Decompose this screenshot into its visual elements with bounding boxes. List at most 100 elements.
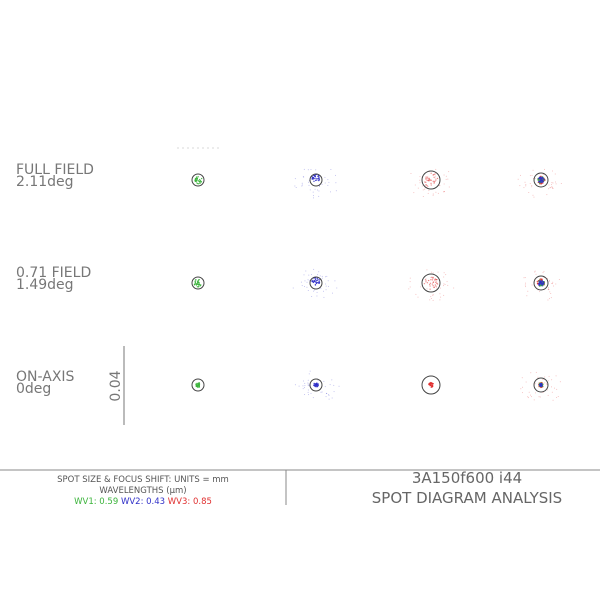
halo-ray	[432, 194, 434, 196]
ray-point	[425, 178, 427, 180]
ray-point	[541, 181, 543, 184]
halo-ray	[304, 385, 306, 387]
field-angle: 2.11deg	[16, 174, 74, 190]
ray-point	[315, 277, 317, 279]
wavelength-3: WV3: 0.85	[168, 497, 212, 507]
ray-point	[433, 286, 435, 289]
halo-ray	[552, 182, 554, 184]
halo-ray	[319, 185, 321, 187]
halo-ray	[551, 187, 553, 189]
stray-ray	[217, 147, 219, 149]
halo-ray	[334, 174, 336, 176]
halo-ray	[317, 274, 319, 276]
halo-ray	[323, 290, 325, 292]
ray-point	[435, 179, 437, 181]
ray-point	[424, 279, 427, 281]
halo-ray	[435, 175, 437, 177]
halo-ray	[430, 276, 432, 278]
halo-ray	[307, 383, 309, 385]
halo-ray	[409, 286, 411, 288]
halo-ray	[325, 392, 327, 394]
ray-point	[316, 281, 319, 284]
halo-ray	[325, 285, 327, 287]
wavelength-1: WV1: 0.59	[74, 497, 118, 507]
ray-point	[318, 282, 320, 285]
ray-point	[432, 277, 434, 279]
halo-ray	[546, 277, 548, 279]
ray-point	[317, 383, 319, 385]
halo-ray	[531, 174, 533, 176]
ray-point	[197, 183, 199, 185]
halo-ray	[549, 187, 551, 189]
ray-point	[540, 178, 543, 180]
halo-ray	[549, 291, 551, 293]
halo-ray	[426, 288, 428, 290]
halo-ray	[544, 376, 546, 378]
ray-point	[430, 179, 432, 182]
spot-2-2	[421, 375, 441, 395]
field-label-on-axis: ON-AXIS 0deg	[16, 369, 75, 397]
halo-ray	[321, 277, 323, 279]
stray-ray	[212, 147, 214, 149]
halo-ray	[432, 299, 434, 301]
halo-ray	[443, 272, 445, 274]
halo-ray	[532, 194, 534, 196]
halo-ray	[533, 196, 535, 198]
halo-ray	[331, 379, 333, 381]
halo-ray	[307, 181, 309, 183]
halo-ray	[529, 183, 531, 185]
ray-point	[195, 284, 198, 286]
halo-ray	[409, 281, 411, 283]
halo-ray	[310, 392, 312, 394]
ray-point	[540, 180, 542, 182]
ray-point	[436, 283, 439, 285]
ray-point	[431, 279, 434, 281]
halo-ray	[547, 289, 549, 291]
airy-disk-circle	[533, 275, 549, 291]
ray-point	[428, 177, 431, 180]
halo-ray	[443, 191, 445, 193]
scale-bar-label: 0.04	[108, 370, 124, 401]
airy-disk-circle	[309, 173, 323, 187]
halo-ray	[534, 270, 536, 272]
halo-ray	[295, 186, 297, 188]
ray-point	[537, 283, 540, 285]
ray-point	[430, 279, 432, 281]
ray-point	[436, 177, 439, 180]
halo-ray	[312, 191, 314, 193]
halo-ray	[301, 184, 303, 186]
halo-ray	[549, 186, 551, 188]
halo-ray	[425, 278, 427, 280]
halo-ray	[422, 189, 424, 191]
halo-ray	[301, 182, 303, 184]
halo-ray	[443, 294, 445, 296]
halo-ray	[534, 383, 536, 385]
halo-ray	[532, 169, 534, 171]
ray-point	[198, 283, 200, 286]
ray-point	[194, 282, 197, 284]
ray-point	[312, 177, 315, 179]
ray-point	[314, 280, 316, 283]
halo-ray	[432, 272, 434, 274]
ray-point	[541, 280, 543, 282]
halo-ray	[551, 283, 553, 285]
halo-ray	[319, 275, 321, 277]
ray-point	[432, 174, 434, 176]
ray-point	[315, 281, 317, 284]
halo-ray	[307, 289, 309, 291]
ray-point	[195, 181, 198, 183]
halo-ray	[547, 299, 549, 301]
halo-ray	[327, 179, 329, 181]
halo-ray	[555, 181, 557, 183]
ray-point	[198, 178, 201, 181]
spot-1-1	[292, 268, 338, 298]
halo-ray	[303, 387, 305, 389]
airy-disk-circle	[191, 378, 205, 392]
halo-ray	[556, 396, 558, 398]
halo-ray	[547, 288, 549, 290]
halo-ray	[320, 391, 322, 393]
halo-ray	[309, 370, 311, 372]
halo-ray	[309, 189, 311, 191]
ray-point	[431, 283, 434, 285]
